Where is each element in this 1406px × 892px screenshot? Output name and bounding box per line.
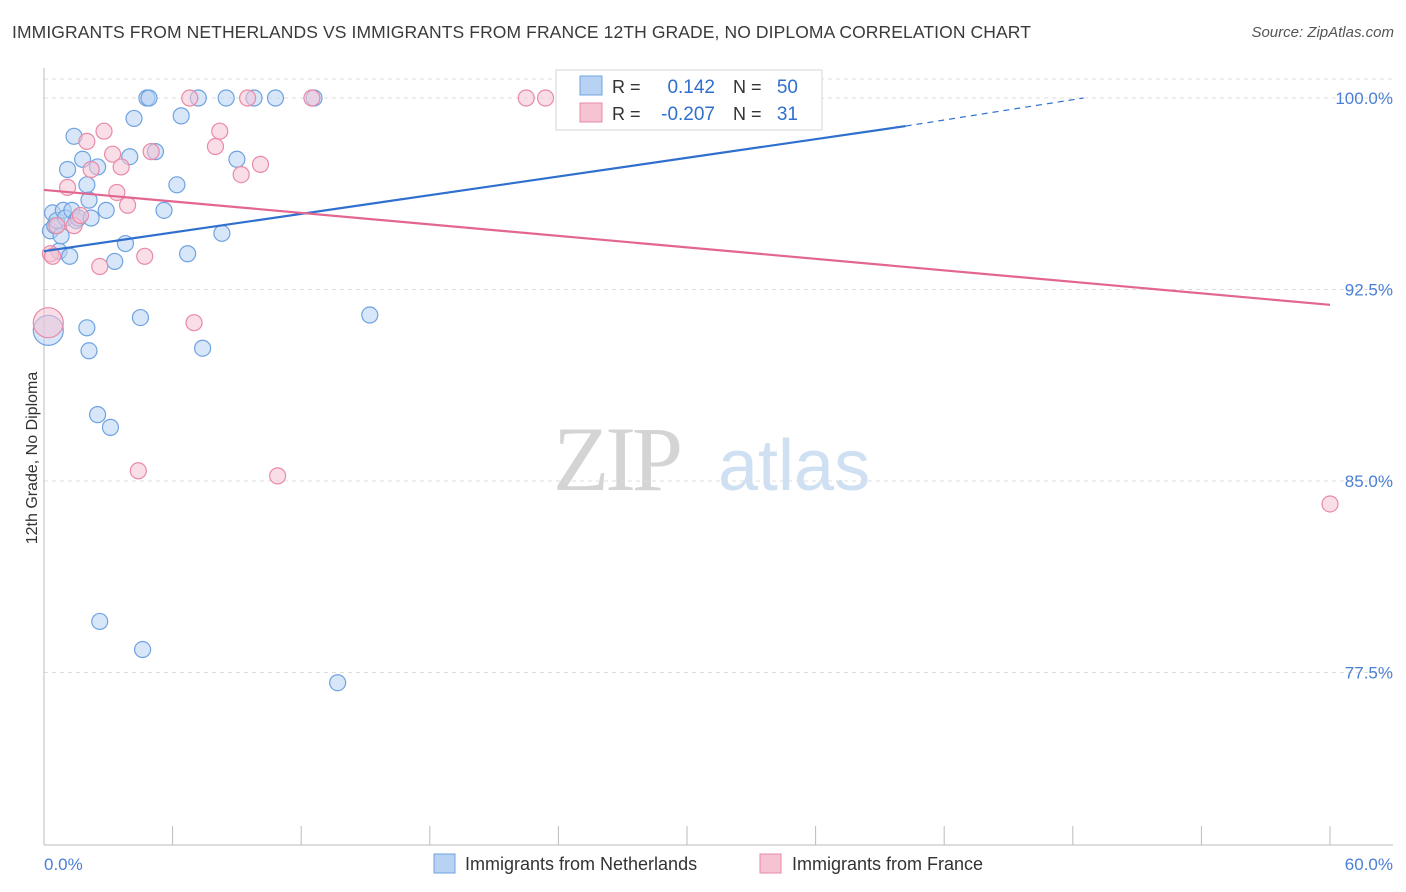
point-france bbox=[211, 122, 229, 140]
point-netherlands bbox=[78, 319, 96, 337]
chart-source: Source: ZipAtlas.com bbox=[1251, 24, 1394, 41]
y-tick-label: 85.0% bbox=[1345, 472, 1393, 491]
point-france bbox=[251, 155, 270, 173]
point-france bbox=[536, 89, 555, 107]
point-netherlands bbox=[194, 339, 212, 357]
legend-r-value: -0.207 bbox=[661, 104, 715, 125]
legend-swatch-france bbox=[579, 102, 603, 123]
point-france bbox=[185, 314, 203, 332]
point-netherlands bbox=[168, 176, 186, 194]
point-netherlands bbox=[78, 176, 96, 194]
point-france bbox=[136, 247, 154, 265]
point-france bbox=[82, 160, 100, 179]
point-netherlands bbox=[133, 640, 152, 659]
series-legend: Immigrants from Netherlands Immigrants f… bbox=[433, 853, 983, 874]
point-france bbox=[43, 247, 62, 265]
point-france bbox=[517, 89, 535, 107]
point-netherlands bbox=[155, 201, 173, 219]
x-tick-label: 60.0% bbox=[1345, 855, 1393, 874]
point-france bbox=[108, 183, 126, 202]
legend-r-value: 0.142 bbox=[667, 77, 715, 98]
correlation-legend: R = 0.142 N = 50 R = -0.207 N = 31 bbox=[555, 69, 823, 131]
legend-r-label: R = bbox=[612, 77, 646, 97]
point-netherlands bbox=[329, 674, 347, 692]
point-netherlands bbox=[217, 89, 235, 107]
point-france bbox=[269, 467, 287, 485]
point-france bbox=[129, 462, 147, 480]
point-france bbox=[32, 307, 64, 339]
point-france bbox=[112, 158, 130, 176]
watermark-atlas: atlas bbox=[718, 426, 870, 506]
trend-lines bbox=[43, 97, 1331, 306]
legend-n-value: 50 bbox=[777, 77, 798, 98]
point-france bbox=[232, 166, 250, 184]
trend-line-france bbox=[43, 188, 1331, 306]
y-axis-label: 12th Grade, No Diploma bbox=[24, 372, 41, 545]
point-netherlands bbox=[58, 160, 77, 179]
point-netherlands bbox=[172, 107, 190, 125]
point-netherlands bbox=[140, 89, 158, 107]
point-netherlands bbox=[228, 150, 246, 168]
point-netherlands bbox=[80, 342, 98, 360]
legend-n-value: 31 bbox=[777, 104, 798, 125]
chart-title: IMMIGRANTS FROM NETHERLANDS VS IMMIGRANT… bbox=[12, 22, 1031, 42]
point-france bbox=[91, 257, 109, 276]
point-france bbox=[118, 196, 137, 214]
point-france bbox=[78, 132, 96, 151]
point-netherlands bbox=[97, 201, 115, 219]
point-france bbox=[95, 122, 113, 140]
point-netherlands bbox=[131, 308, 150, 327]
point-france bbox=[48, 217, 66, 235]
point-netherlands bbox=[88, 406, 107, 424]
series-legend-swatch-france bbox=[759, 853, 782, 874]
y-tick-label: 77.5% bbox=[1345, 664, 1393, 683]
legend-n-label: N = bbox=[733, 104, 767, 124]
watermark-zip: ZIP bbox=[553, 408, 680, 510]
point-netherlands bbox=[125, 109, 143, 128]
axes: 100.0% 92.5% 85.0% 77.5% bbox=[43, 68, 1393, 846]
legend-r-label: R = bbox=[612, 104, 646, 124]
point-france bbox=[239, 89, 257, 107]
point-netherlands bbox=[101, 418, 120, 436]
y-tick-label: 100.0% bbox=[1335, 89, 1393, 108]
point-netherlands bbox=[361, 306, 379, 324]
point-france bbox=[181, 89, 199, 107]
point-france bbox=[103, 145, 122, 163]
trend-line-netherlands-extension bbox=[905, 97, 1084, 127]
point-netherlands bbox=[91, 612, 109, 631]
point-netherlands bbox=[179, 245, 197, 263]
point-france bbox=[303, 89, 321, 107]
x-tick-label: 0.0% bbox=[44, 855, 83, 874]
point-france bbox=[142, 143, 160, 161]
trend-line-netherlands bbox=[43, 124, 906, 253]
y-tick-label: 92.5% bbox=[1345, 281, 1393, 300]
point-netherlands bbox=[106, 252, 124, 271]
legend-swatch-netherlands bbox=[579, 75, 603, 96]
point-france bbox=[1321, 495, 1339, 513]
point-netherlands bbox=[213, 224, 231, 242]
point-netherlands bbox=[266, 89, 285, 107]
series-legend-label: Immigrants from France bbox=[792, 854, 983, 874]
point-france bbox=[206, 137, 225, 156]
point-netherlands bbox=[61, 247, 79, 265]
legend-n-label: N = bbox=[733, 77, 767, 97]
point-netherlands bbox=[80, 191, 98, 209]
data-points bbox=[32, 89, 1339, 692]
series-legend-swatch-netherlands bbox=[433, 853, 456, 874]
series-legend-label: Immigrants from Netherlands bbox=[465, 854, 697, 874]
point-france bbox=[71, 206, 90, 225]
